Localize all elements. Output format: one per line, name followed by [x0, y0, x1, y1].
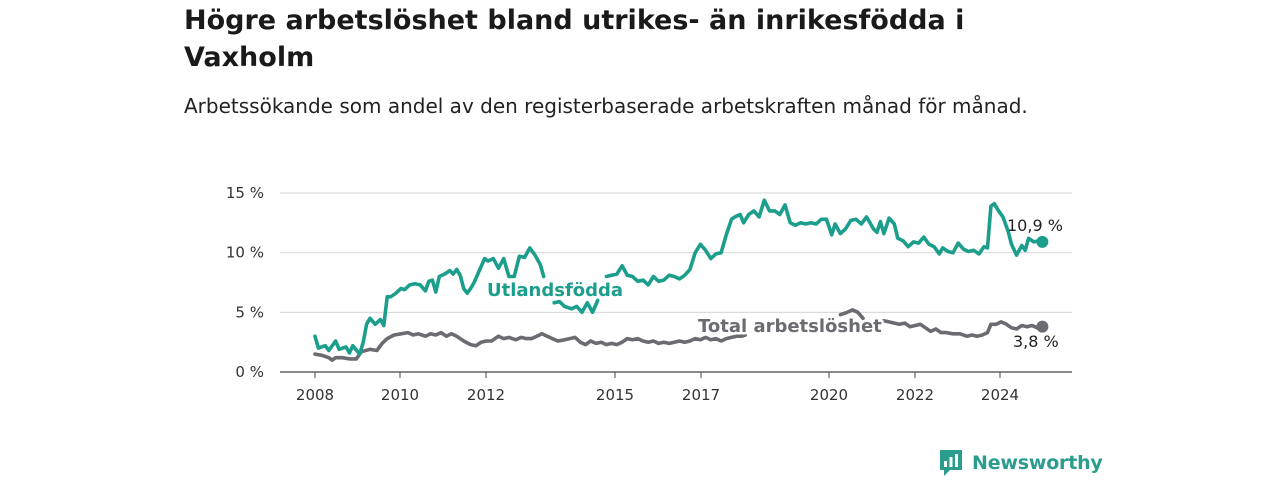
series-label-halo-utlandsfodda: Utlandsfödda — [487, 280, 623, 301]
chart-subtitle: Arbetssökande som andel av den registerb… — [184, 94, 1028, 118]
end-point-total — [1036, 320, 1049, 333]
series-label-halo-total: Total arbetslöshet — [698, 316, 882, 337]
y-tick-label: 0 % — [235, 363, 264, 381]
x-tick-label: 2008 — [296, 386, 334, 404]
x-tick-label: 2012 — [467, 386, 505, 404]
y-tick-label: 15 % — [226, 184, 264, 202]
chart-title: Högre arbetslöshet bland utrikes- än inr… — [184, 5, 965, 73]
x-tick-label: 2010 — [381, 386, 419, 404]
x-tick-label: 2017 — [682, 386, 720, 404]
newsworthy-brand-name: Newsworthy — [972, 452, 1103, 474]
series-line-utlandsfodda — [313, 198, 1045, 356]
y-tick-label: 10 % — [226, 244, 264, 262]
newsworthy-brand: Newsworthy — [938, 448, 1103, 478]
x-tick-label: 2015 — [596, 386, 634, 404]
series-label-utlandsfodda: Utlandsfödda — [487, 280, 623, 301]
end-label-total: 3,8 % — [1013, 332, 1059, 351]
x-tick-label: 2024 — [981, 386, 1019, 404]
series-line-total — [313, 308, 1045, 362]
y-tick-label: 5 % — [235, 303, 264, 321]
x-tick-label: 2020 — [810, 386, 848, 404]
x-tick-label: 2022 — [896, 386, 934, 404]
newsworthy-logo-icon — [940, 450, 962, 476]
end-label-utlandsfodda: 10,9 % — [1007, 216, 1063, 235]
series-label-total: Total arbetslöshet — [698, 316, 882, 337]
end-point-utlandsfodda — [1036, 235, 1049, 248]
